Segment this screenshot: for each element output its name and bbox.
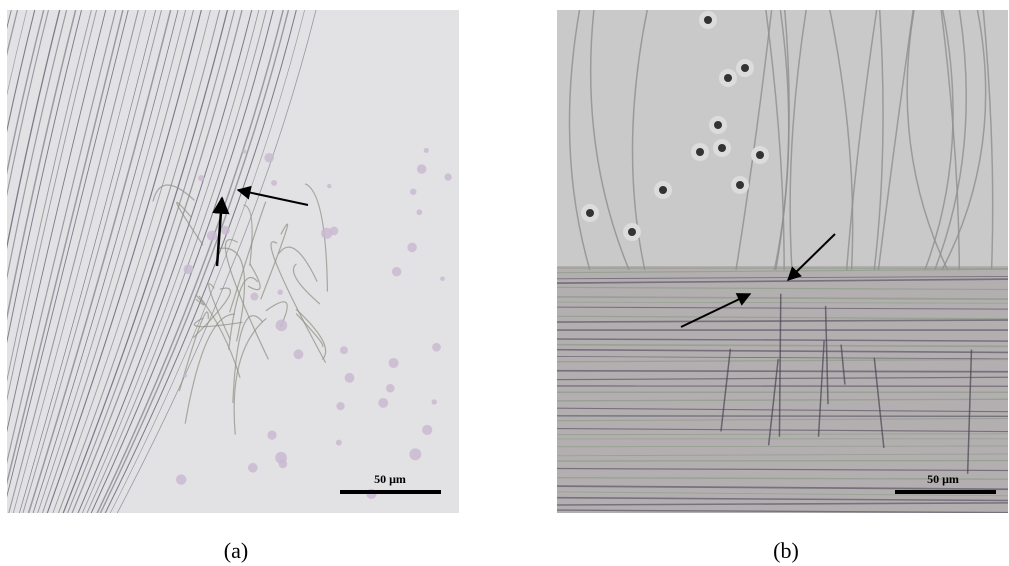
texture [557, 416, 1008, 417]
texture [422, 425, 432, 435]
texture [409, 448, 421, 460]
texture [424, 148, 429, 153]
texture [741, 64, 749, 72]
texture [294, 349, 304, 359]
texture [756, 151, 764, 159]
texture [183, 374, 187, 378]
texture [389, 358, 399, 368]
scale-bar-label: 50 μm [927, 472, 959, 486]
page: 50 μm (a) 50 μm (b) (() => { const data … [0, 0, 1009, 566]
texture [276, 320, 288, 332]
texture [184, 264, 194, 274]
texture [330, 227, 339, 236]
texture [378, 398, 388, 408]
scale-bar-label: 50 μm [374, 472, 406, 486]
texture [207, 231, 217, 241]
texture [417, 164, 427, 174]
texture [718, 144, 726, 152]
texture [724, 74, 732, 82]
texture [250, 293, 258, 301]
texture [704, 16, 712, 24]
panel-a: 50 μm (a) [0, 10, 459, 563]
panel-label: (b) [773, 538, 799, 563]
texture [264, 153, 274, 163]
texture [696, 148, 704, 156]
texture [242, 149, 246, 153]
texture [340, 346, 348, 354]
texture [267, 430, 276, 439]
texture [392, 267, 401, 276]
texture [386, 384, 395, 393]
texture [248, 463, 258, 473]
texture [444, 173, 451, 180]
texture [417, 209, 423, 215]
texture [279, 460, 288, 469]
texture [586, 209, 594, 217]
scale-bar [895, 490, 996, 494]
texture [736, 181, 744, 189]
texture [557, 461, 1008, 462]
texture [659, 186, 667, 194]
texture [345, 373, 355, 383]
texture [271, 180, 277, 186]
texture [410, 189, 416, 195]
panel-label: (a) [224, 538, 248, 563]
texture [0, 10, 3, 520]
scale-bar [340, 490, 441, 494]
figure: 50 μm (a) 50 μm (b) [0, 0, 1009, 566]
texture [432, 343, 441, 352]
texture [277, 289, 283, 295]
texture [628, 228, 636, 236]
texture [221, 226, 230, 235]
texture [327, 184, 331, 188]
texture [557, 371, 1008, 372]
texture [407, 243, 416, 252]
texture [714, 121, 722, 129]
texture [440, 276, 445, 281]
texture [176, 474, 186, 484]
panel-b: 50 μm (b) [557, 10, 1008, 563]
texture [336, 440, 342, 446]
texture [198, 175, 204, 181]
texture [431, 399, 436, 404]
texture [336, 402, 344, 410]
